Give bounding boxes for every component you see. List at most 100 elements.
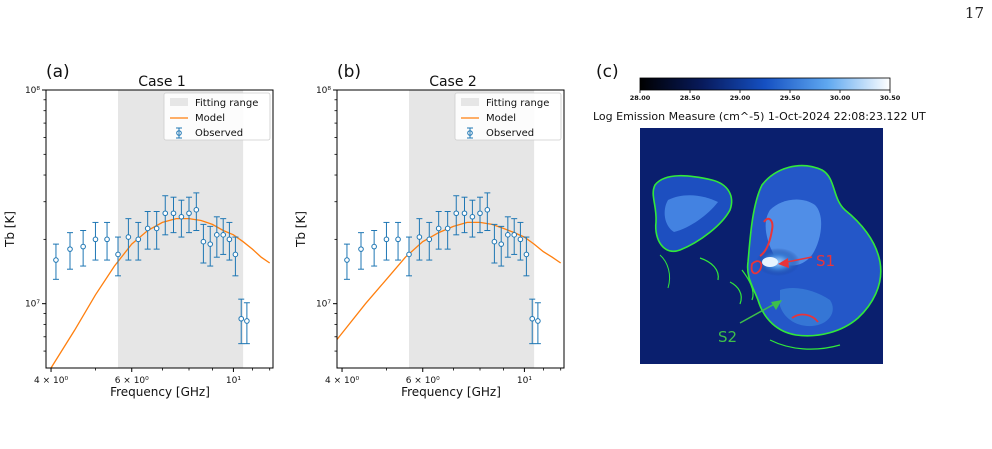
observed-point: [200, 223, 207, 264]
observed-point: [52, 243, 59, 280]
colorbar-tick-label: 30.00: [830, 94, 851, 102]
observed-point: [371, 230, 378, 267]
legend-swatch-fitting-a: [170, 98, 188, 106]
colorbar-ticks: 28.00 28.50 29.00 29.50 30.00 30.50: [630, 90, 901, 102]
chart-title-b: Case 2: [429, 74, 477, 90]
legend-swatch-observed-a: [176, 127, 182, 139]
annotation-label-s2: S2: [718, 328, 737, 346]
observed-point: [498, 225, 505, 267]
observed-point: [358, 232, 365, 270]
legend-entry-model-b: Model: [486, 113, 516, 124]
legend-entry-observed-b: Observed: [486, 128, 534, 139]
emission-map-caption: Log Emission Measure (cm^-5) 1-Oct-2024 …: [593, 110, 926, 123]
x-ticks-b: 4 × 10⁰ 6 × 10⁰ 10¹: [325, 368, 562, 386]
y-tick-label: 10⁷: [316, 300, 331, 310]
observed-point: [186, 196, 193, 234]
observed-point: [534, 302, 541, 345]
x-axis-label-a: Frequency [GHz]: [110, 385, 210, 399]
observed-point: [416, 218, 423, 261]
legend-entry-observed-a: Observed: [195, 128, 243, 139]
y-ticks-b: 10⁷ 10⁸: [316, 86, 337, 352]
observed-point: [153, 211, 160, 250]
annotation-label-s1: S1: [816, 252, 835, 270]
legend-entry-fitting-b: Fitting range: [486, 98, 549, 109]
legend-b: Fitting range Model Observed: [454, 92, 562, 141]
observed-point: [144, 211, 151, 250]
x-tick-label: 4 × 10⁰: [34, 376, 68, 386]
colorbar-tick-label: 29.00: [730, 94, 751, 102]
observed-point: [435, 211, 442, 250]
y-axis-label-a: Tb [K]: [3, 211, 17, 248]
y-tick-label: 10⁸: [25, 86, 40, 96]
x-tick-label: 10¹: [517, 376, 532, 386]
colorbar: [639, 77, 891, 91]
observed-point: [220, 218, 227, 255]
annotation-s2: S2: [718, 300, 782, 346]
observed-point: [395, 221, 402, 261]
legend-swatch-fitting-b: [461, 98, 479, 106]
observed-point: [92, 221, 99, 261]
observed-points-a: [52, 192, 250, 345]
x-tick-label: 4 × 10⁰: [325, 376, 359, 386]
observed-point: [523, 236, 530, 277]
observed-point: [461, 196, 468, 234]
panel-label-c: (c): [596, 62, 619, 82]
emission-measure-panel: (c) 28.00 28.50 29.00 29.50 30.00 30.50 Log E…: [593, 62, 926, 364]
x-tick-label: 6 × 10⁰: [406, 376, 440, 386]
legend-swatch-observed-b: [467, 127, 473, 139]
colorbar-tick-label: 29.50: [780, 94, 801, 102]
observed-point: [517, 221, 524, 261]
observed-points-b: [343, 192, 541, 345]
colorbar-tick-label: 28.00: [630, 94, 651, 102]
observed-point: [383, 221, 390, 261]
y-tick-label: 10⁷: [25, 300, 40, 310]
observed-point: [232, 236, 239, 277]
legend-a: Fitting range Model Observed: [163, 92, 271, 141]
x-tick-label: 10¹: [226, 376, 241, 386]
chart-case-1: (a) Case 1 4 × 10⁰ 6 × 10⁰ 10¹ 10⁷ 10⁸ Freq…: [3, 62, 274, 399]
observed-point: [243, 302, 250, 345]
observed-point: [491, 223, 498, 264]
annotation-s1: S1: [778, 252, 835, 270]
observed-point: [484, 192, 491, 232]
observed-point: [115, 236, 122, 277]
observed-point: [104, 221, 111, 261]
observed-point: [504, 216, 511, 258]
observed-point: [178, 199, 185, 238]
observed-point: [343, 243, 350, 280]
observed-point: [213, 216, 220, 258]
legend-entry-model-a: Model: [195, 113, 225, 124]
observed-point: [444, 211, 451, 250]
observed-point: [135, 221, 142, 261]
colorbar-tick-label: 28.50: [680, 94, 701, 102]
observed-point: [511, 218, 518, 255]
observed-point: [477, 196, 484, 234]
page-number: 17: [964, 4, 984, 22]
x-tick-label: 6 × 10⁰: [115, 376, 149, 386]
colorbar-tick-label: 30.50: [880, 94, 901, 102]
legend-entry-fitting-a: Fitting range: [195, 98, 258, 109]
observed-point: [238, 298, 245, 345]
y-ticks-a: 10⁷ 10⁸: [25, 86, 46, 352]
observed-point: [529, 298, 536, 345]
chart-case-2: (b) Case 2 4 × 10⁰ 6 × 10⁰ 10¹ 10⁷ 10⁸ Freq…: [294, 62, 565, 399]
observed-point: [125, 218, 132, 261]
y-axis-label-b: Tb [K]: [294, 211, 308, 248]
observed-point: [226, 221, 233, 261]
observed-point: [453, 195, 460, 236]
y-tick-label: 10⁸: [316, 86, 331, 96]
observed-point: [67, 232, 74, 270]
observed-point: [162, 195, 169, 236]
observed-point: [406, 236, 413, 277]
observed-point: [193, 192, 200, 232]
observed-point: [469, 199, 476, 238]
x-axis-label-b: Frequency [GHz]: [401, 385, 501, 399]
observed-point: [170, 196, 177, 234]
emission-map-image: S1 S2: [640, 128, 883, 364]
observed-point: [80, 230, 87, 267]
observed-point: [207, 225, 214, 267]
panel-label-a: (a): [46, 62, 70, 82]
observed-point: [426, 221, 433, 261]
x-ticks-a: 4 × 10⁰ 6 × 10⁰ 10¹: [34, 368, 271, 386]
